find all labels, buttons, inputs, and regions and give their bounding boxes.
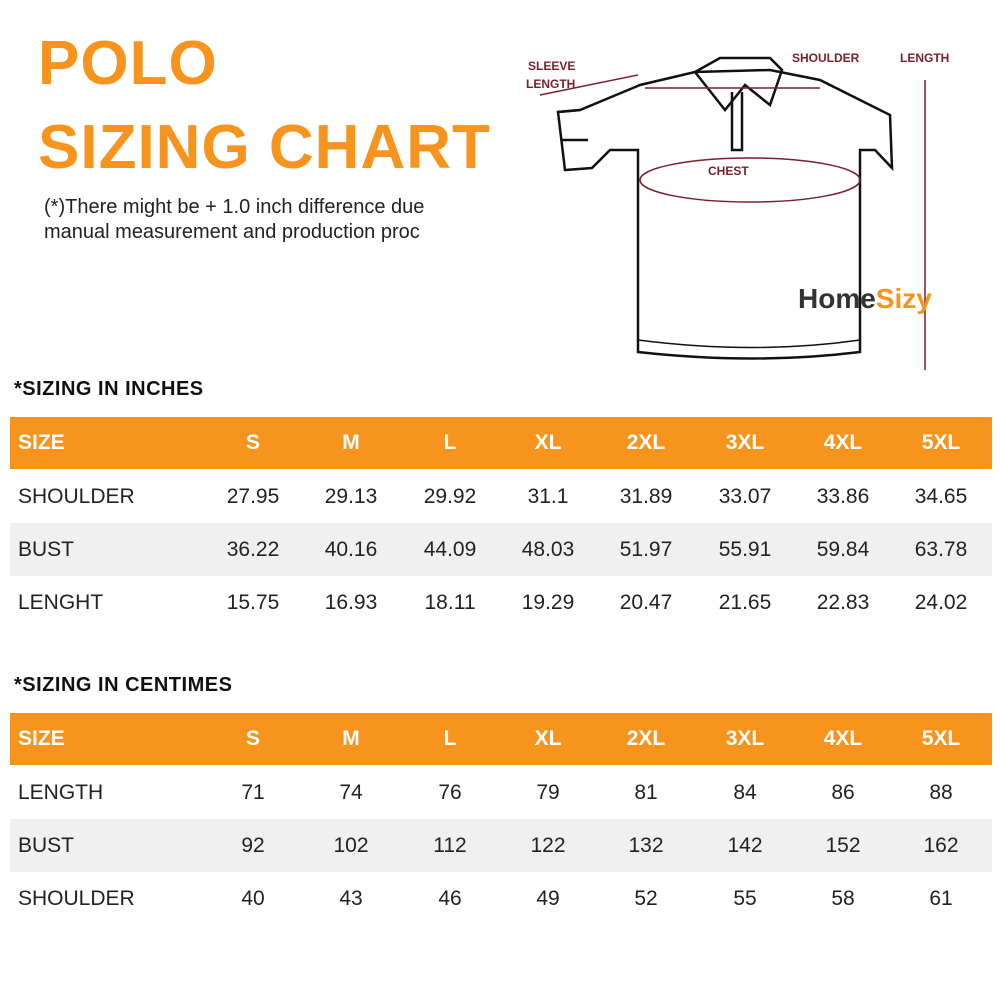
label: SLEEVE <box>528 59 575 73</box>
cell-value: 29.92 <box>423 484 477 508</box>
label: LENGTH <box>900 51 949 65</box>
table-row: LENGTH 71 74 76 79 81 84 86 88 <box>10 766 992 819</box>
cell-value: 55.91 <box>718 537 772 561</box>
row-label: SHOULDER <box>18 886 135 910</box>
shirt-diagram: SLEEVE LENGTH SHOULDER LENGTH CHEST Home… <box>526 51 949 370</box>
cell-value: 102 <box>333 833 369 857</box>
cell-value: 40.16 <box>324 537 378 561</box>
cell-value: 48.03 <box>521 537 575 561</box>
cell-value: 142 <box>727 833 763 857</box>
column-header: S <box>245 431 260 454</box>
cell-value: 88 <box>929 780 953 804</box>
cell-value: 52 <box>634 886 658 910</box>
table-row: SHOULDER 27.95 29.13 29.92 31.1 31.89 33.07 33.… <box>10 470 992 523</box>
cell-value: 74 <box>339 780 363 804</box>
column-header: 3XL <box>725 727 765 750</box>
cell-value: 34.65 <box>914 484 968 508</box>
column-header: 4XL <box>823 727 863 750</box>
column-header: SIZE <box>18 431 65 454</box>
column-header: 4XL <box>823 431 863 454</box>
brand-part: Home <box>798 283 876 314</box>
cell-value: 79 <box>536 780 560 804</box>
note-line: (*)There might be + 1.0 inch difference … <box>44 196 425 218</box>
cell-value: 27.95 <box>226 484 280 508</box>
cell-value: 86 <box>831 780 855 804</box>
cell-value: 51.97 <box>619 537 673 561</box>
column-header: 5XL <box>921 727 961 750</box>
brand-part: Sizy <box>876 283 932 314</box>
column-header: L <box>443 431 457 454</box>
cell-value: 132 <box>628 833 664 857</box>
cell-value: 112 <box>433 833 467 857</box>
column-header: XL <box>534 727 562 750</box>
note-line: manual measurement and production proc <box>44 221 420 243</box>
cell-value: 58 <box>831 886 855 910</box>
cell-value: 81 <box>634 780 658 804</box>
row-label: LENGTH <box>18 780 104 804</box>
cell-value: 59.84 <box>816 537 870 561</box>
column-header: M <box>342 727 360 750</box>
cell-value: 49 <box>536 886 560 910</box>
cell-value: 92 <box>241 833 265 857</box>
cell-value: 61 <box>929 886 953 910</box>
table-row: BUST 92 102 112 122 132 142 152 162 <box>10 819 992 872</box>
column-header: L <box>443 727 457 750</box>
cell-value: 21.65 <box>718 590 772 614</box>
cell-value: 29.13 <box>324 484 378 508</box>
row-label: BUST <box>18 833 75 857</box>
shirt-outline <box>556 56 894 360</box>
column-header: SIZE <box>18 727 65 750</box>
cell-value: 40 <box>241 886 265 910</box>
cell-value: 24.02 <box>914 590 968 614</box>
column-header: 5XL <box>921 431 961 454</box>
column-header: M <box>342 431 360 454</box>
cell-value: 71 <box>241 780 265 804</box>
table-header: SIZE S M L XL 2XL 3XL 4XL 5XL <box>10 713 992 765</box>
cell-value: 22.83 <box>816 590 870 614</box>
table-row: BUST 36.22 40.16 44.09 48.03 51.97 55.91 59.84 6… <box>10 523 992 576</box>
cell-value: 36.22 <box>226 537 280 561</box>
column-header: 3XL <box>725 431 765 454</box>
column-header: XL <box>534 431 562 454</box>
column-header: 2XL <box>626 431 666 454</box>
brand: HomeSizy <box>798 283 932 314</box>
cell-value: 44.09 <box>423 537 477 561</box>
cell-value: 31.89 <box>619 484 673 508</box>
cell-value: 16.93 <box>324 590 378 614</box>
row-label: LENGHT <box>18 590 104 614</box>
label: SHOULDER <box>792 51 860 65</box>
cell-value: 55 <box>733 886 757 910</box>
cell-value: 31.1 <box>527 484 569 508</box>
table-header: SIZE S M L XL 2XL 3XL 4XL 5XL <box>10 417 992 469</box>
section-heading: *SIZING IN INCHES <box>14 378 204 400</box>
column-header: S <box>245 727 260 750</box>
cell-value: 19.29 <box>521 590 575 614</box>
section-heading: *SIZING IN CENTIMES <box>14 674 233 696</box>
title-line: SIZING CHART <box>38 113 491 182</box>
cell-value: 84 <box>733 780 757 804</box>
cell-value: 46 <box>438 886 462 910</box>
measure-lines <box>539 74 926 370</box>
cell-value: 63.78 <box>914 537 968 561</box>
label: CHEST <box>708 164 749 178</box>
row-label: BUST <box>18 537 75 561</box>
label: LENGTH <box>526 77 575 91</box>
cell-value: 43 <box>339 886 363 910</box>
column-header: 2XL <box>626 727 666 750</box>
cell-value: 122 <box>530 833 566 857</box>
row-label: SHOULDER <box>18 484 135 508</box>
cell-value: 33.07 <box>718 484 772 508</box>
cell-value: 76 <box>438 780 462 804</box>
title-line: POLO <box>38 29 218 98</box>
cell-value: 18.11 <box>424 590 476 614</box>
cell-value: 20.47 <box>619 590 673 614</box>
cell-value: 15.75 <box>226 590 280 614</box>
cell-value: 152 <box>825 833 861 857</box>
cell-value: 162 <box>923 833 959 857</box>
cell-value: 33.86 <box>816 484 870 508</box>
table-row: SHOULDER 40 43 46 49 52 55 58 61 <box>10 872 992 925</box>
table-row: LENGHT 15.75 16.93 18.11 19.29 20.47 21.65 22.8… <box>10 576 992 629</box>
